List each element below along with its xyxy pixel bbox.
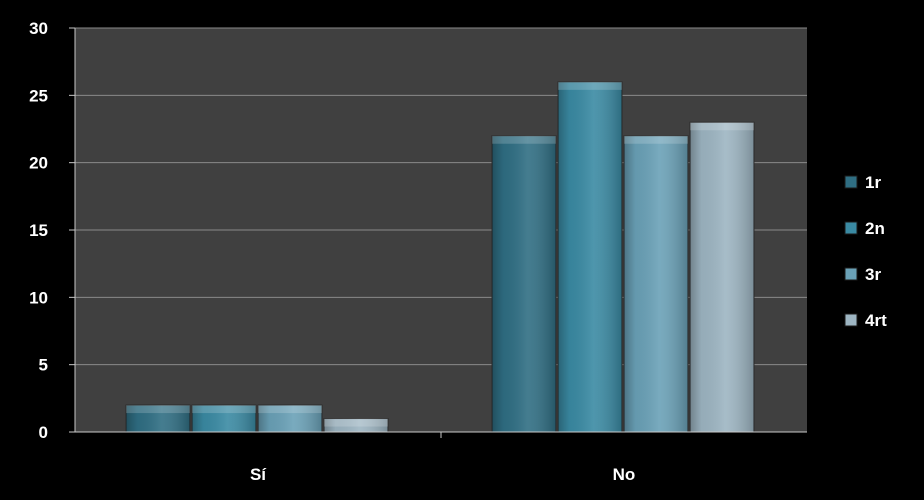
bar-shading	[492, 135, 556, 432]
bar-shading	[126, 405, 190, 432]
y-tick-label: 10	[29, 288, 48, 307]
bar-shading	[690, 122, 754, 433]
legend-swatch	[844, 221, 858, 235]
bar-top-highlight	[258, 405, 322, 414]
legend: 1r 2n 3r 4rt	[844, 173, 887, 330]
bar-top-highlight	[126, 405, 190, 414]
y-tick-label: 15	[29, 221, 48, 240]
legend-swatch	[844, 175, 858, 189]
bar-top-highlight	[192, 405, 256, 414]
bar-shading	[624, 135, 688, 432]
bar-top-highlight	[690, 122, 754, 131]
bar-shading	[558, 81, 622, 432]
category-label: No	[613, 465, 636, 484]
legend-label: 1r	[865, 173, 881, 192]
y-tick-label: 5	[39, 356, 48, 375]
y-tick-label: 25	[29, 86, 48, 105]
category-label: Sí	[250, 465, 267, 484]
legend-swatch	[844, 267, 858, 281]
bar-top-highlight	[558, 81, 622, 90]
x-axis-category-labels: Sí No	[250, 465, 635, 484]
bar-top-highlight	[624, 135, 688, 144]
bar-shading	[258, 405, 322, 432]
y-axis-tick-labels: 0 5 10 15 20 25 30	[29, 19, 75, 442]
y-tick-label: 0	[39, 423, 48, 442]
y-tick-label: 30	[29, 19, 48, 38]
legend-swatch	[844, 313, 858, 327]
bar-shading	[192, 405, 256, 432]
legend-label: 4rt	[865, 311, 887, 330]
legend-label: 2n	[865, 219, 885, 238]
bar-shading	[324, 418, 388, 432]
legend-label: 3r	[865, 265, 881, 284]
bar-top-highlight	[492, 135, 556, 144]
y-tick-label: 20	[29, 154, 48, 173]
bars	[125, 81, 755, 433]
bar-top-highlight	[324, 418, 388, 427]
